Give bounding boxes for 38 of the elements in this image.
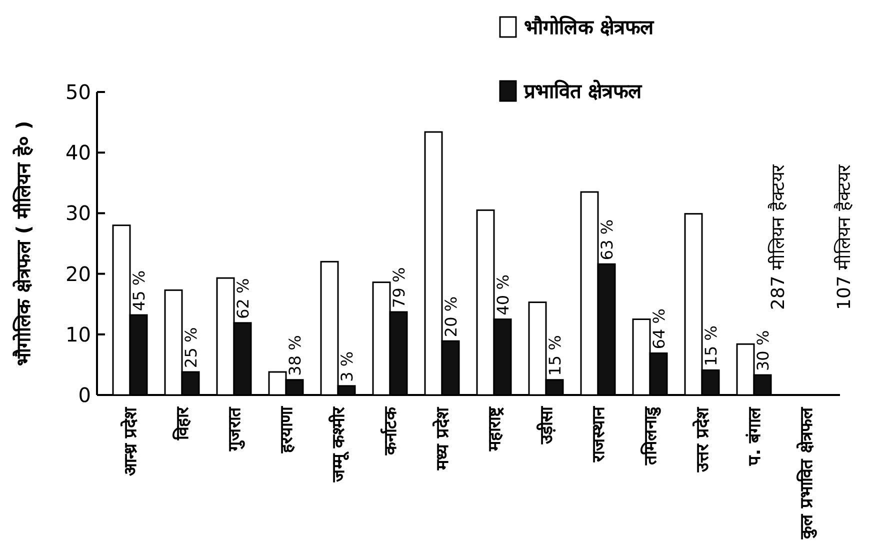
annotation: 15 % — [546, 335, 564, 376]
x-tick-label: मध्य प्रदेश — [432, 406, 453, 471]
y-tick-label: 50 — [66, 80, 91, 104]
annotation: 64 % — [650, 308, 668, 350]
annotation: 15 % — [702, 326, 720, 366]
x-tick-label: राजस्थान — [589, 406, 609, 463]
annotation: 38 % — [286, 335, 304, 376]
x-tick-label: तमिलनाडु — [640, 406, 661, 466]
annotation: 45 % — [130, 270, 148, 312]
legend-label: प्रभावित क्षेत्रफल — [523, 79, 643, 103]
y-tick-label: 20 — [66, 262, 91, 286]
x-tick-label: प. बंगाल — [745, 406, 765, 466]
y-tick-label: 0 — [78, 383, 91, 407]
x-tick-label: हरयाणा — [277, 406, 297, 454]
legend-label: भौगोलिक क्षेत्रफल — [524, 15, 655, 39]
annotation: 63 % — [598, 219, 616, 260]
annotation: 287 मीलियन हैक्टयर — [767, 164, 789, 310]
x-tick-label: आन्ध्र प्रदेश — [120, 406, 141, 476]
x-tick-label: महाराष्ट्र — [485, 406, 505, 452]
annotation: 25 % — [182, 327, 200, 368]
x-tick-label: जम्मू कश्मीर — [328, 406, 350, 483]
y-tick-label: 40 — [66, 140, 91, 165]
x-tick-label: उत्तर प्रदेश — [692, 406, 713, 473]
x-tick-label: गुजरात — [225, 406, 245, 452]
y-tick-label: 30 — [66, 201, 91, 226]
x-tick-label: विहार — [172, 406, 193, 441]
y-axis-title: भौगोलिक क्षेत्रफल ( मीलियन हे० ) — [12, 120, 35, 366]
annotation: 40 % — [494, 274, 512, 316]
annotation: 62 % — [234, 278, 252, 319]
annotation: 30 % — [754, 330, 772, 371]
y-tick-label: 10 — [66, 322, 91, 346]
x-tick-label: कर्नाटक — [380, 406, 401, 456]
annotation: 3 % — [338, 351, 356, 382]
annotation: 107 मीलियन हैक्टयर — [833, 164, 855, 310]
annotation: 20 % — [442, 296, 460, 338]
annotation: 79 % — [390, 267, 408, 308]
x-tick-label: उड़ीसा — [536, 406, 557, 445]
x-tick-label: कुल प्रभावित क्षेत्रफल — [796, 406, 817, 540]
